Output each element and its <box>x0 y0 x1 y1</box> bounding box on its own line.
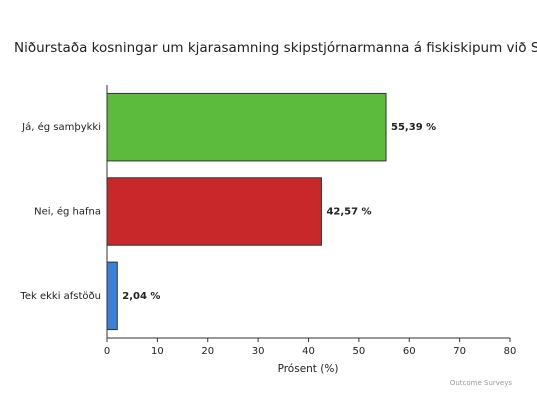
x-axis-label: Prósent (%) <box>278 363 339 375</box>
credit: Outcome Surveys <box>450 379 513 387</box>
value-label: 2,04 % <box>122 291 160 302</box>
value-label: 55,39 % <box>391 122 436 133</box>
x-tick-label: 20 <box>201 346 214 357</box>
y-tick-label: Nei, ég hafna <box>34 206 101 218</box>
bar <box>106 261 118 331</box>
x-tick-label: 0 <box>104 346 110 357</box>
bar <box>106 92 387 162</box>
x-tick-label: 70 <box>453 346 466 357</box>
value-label: 42,57 % <box>326 207 371 218</box>
y-tick-label: Tek ekki afstöðu <box>19 291 101 302</box>
x-tick-label: 10 <box>151 346 164 357</box>
bar <box>106 177 322 246</box>
x-tick-label: 30 <box>252 346 265 357</box>
y-tick-label: Já, ég samþykki <box>21 121 101 133</box>
x-tick-label: 60 <box>403 346 416 357</box>
chart-title: Niðurstaða kosningar um kjarasamning ski… <box>14 40 537 56</box>
x-tick-label: 80 <box>504 346 517 357</box>
x-tick-label: 50 <box>353 346 366 357</box>
x-tick-label: 40 <box>302 346 315 357</box>
